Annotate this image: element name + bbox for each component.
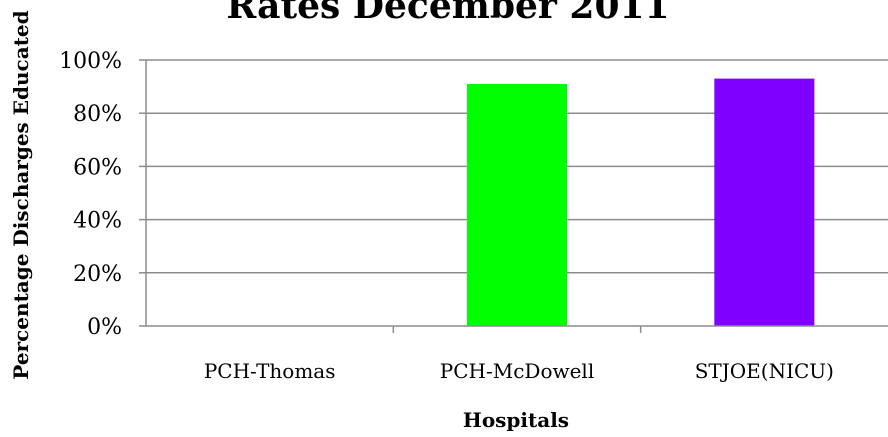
axes [139, 59, 888, 333]
y-tick-label: 40% [73, 209, 122, 234]
x-axis-title: Hospitals [463, 408, 569, 432]
y-tick-labels: 0% 20% 40% 60% 80% 100% [59, 49, 122, 340]
chart-title: Rates December 2011 [226, 0, 669, 27]
x-category-label: PCH-McDowell [440, 359, 594, 383]
x-category-label: PCH-Thomas [204, 359, 336, 383]
bars [467, 78, 815, 327]
bar-pch-mcdowell [467, 83, 567, 326]
y-tick-label: 20% [73, 262, 122, 287]
x-category-label: STJOE(NICU) [695, 359, 834, 383]
y-tick-label: 0% [87, 315, 122, 340]
y-axis-title: Percentage Discharges Educated [9, 10, 33, 379]
x-tick-labels: PCH-Thomas PCH-McDowell STJOE(NICU) [204, 359, 834, 383]
y-tick-label: 100% [59, 49, 122, 74]
y-tick-label: 60% [73, 155, 122, 180]
bar-stjoe-nicu [714, 78, 815, 327]
y-tick-label: 80% [73, 102, 122, 127]
